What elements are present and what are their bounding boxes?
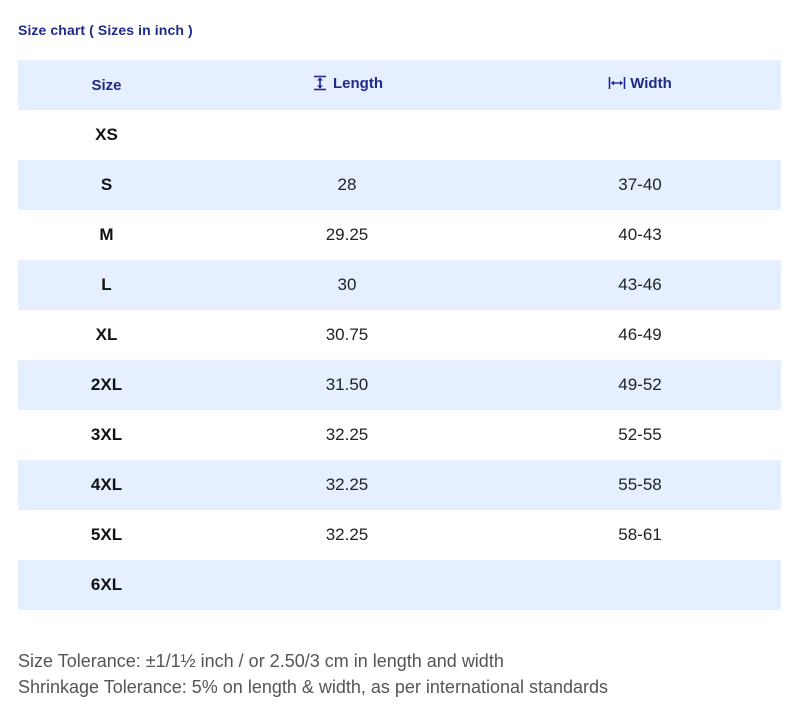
table-row: M 29.25 40-43: [18, 210, 781, 260]
size-chart-title: Size chart ( Sizes in inch ): [18, 22, 193, 38]
width-cell: 52-55: [618, 425, 662, 444]
width-cell: 37-40: [499, 160, 781, 210]
size-cell: 4XL: [18, 460, 195, 510]
length-cell: 30: [195, 260, 499, 310]
length-cell: 29.25: [325, 225, 369, 244]
size-cell: 5XL: [90, 525, 123, 544]
size-tolerance-note: Size Tolerance: ±1/1½ inch / or 2.50/3 c…: [18, 651, 504, 671]
table-row: 4XL 32.25 55-58: [18, 460, 781, 510]
length-cell: 28: [195, 160, 499, 210]
length-cell: [195, 560, 499, 610]
vertical-length-icon: [314, 75, 326, 91]
size-cell: M: [99, 225, 114, 244]
length-cell: 32.25: [195, 460, 499, 510]
horizontal-width-icon: [608, 77, 626, 90]
column-header-length-label: Length: [333, 74, 383, 92]
table-row: 2XL 31.50 49-52: [18, 360, 781, 410]
length-cell: 32.25: [325, 425, 369, 444]
size-cell: XL: [95, 325, 118, 344]
size-cell: 6XL: [18, 560, 195, 610]
length-cell: [195, 110, 499, 160]
table-row: L 30 43-46: [18, 260, 781, 310]
column-header-size-label: Size: [91, 76, 122, 94]
size-cell: 3XL: [90, 425, 123, 444]
length-cell: 30.75: [325, 325, 369, 344]
width-cell: 40-43: [618, 225, 662, 244]
length-cell: 31.50: [195, 360, 499, 410]
length-cell: 32.25: [325, 525, 369, 544]
size-cell: XS: [95, 125, 118, 144]
width-cell: 46-49: [618, 325, 662, 344]
column-header-length: Length: [195, 60, 499, 110]
column-header-size: Size: [18, 60, 195, 110]
table-row: S 28 37-40: [18, 160, 781, 210]
size-cell: S: [18, 160, 195, 210]
table-row: 3XL 32.25 52-55: [18, 410, 781, 460]
table-row: 6XL: [18, 560, 781, 610]
column-header-width-label: Width: [630, 74, 672, 92]
width-cell: 49-52: [499, 360, 781, 410]
shrinkage-tolerance-note: Shrinkage Tolerance: 5% on length & widt…: [18, 677, 609, 697]
width-cell: 58-61: [618, 525, 662, 544]
column-header-width: Width: [499, 60, 781, 110]
tolerance-notes: Size Tolerance: ±1/1½ inch / or 2.50/3 c…: [18, 648, 608, 700]
size-cell: 2XL: [18, 360, 195, 410]
table-header-row: Size Length: [18, 60, 781, 110]
size-chart-table: Size Length: [18, 60, 781, 610]
width-cell: [499, 560, 781, 610]
size-cell: L: [18, 260, 195, 310]
width-cell: 43-46: [499, 260, 781, 310]
width-cell: [499, 110, 781, 160]
width-cell: 55-58: [499, 460, 781, 510]
table-row: 5XL 32.25 58-61: [18, 510, 781, 560]
table-row: XS: [18, 110, 781, 160]
table-row: XL 30.75 46-49: [18, 310, 781, 360]
